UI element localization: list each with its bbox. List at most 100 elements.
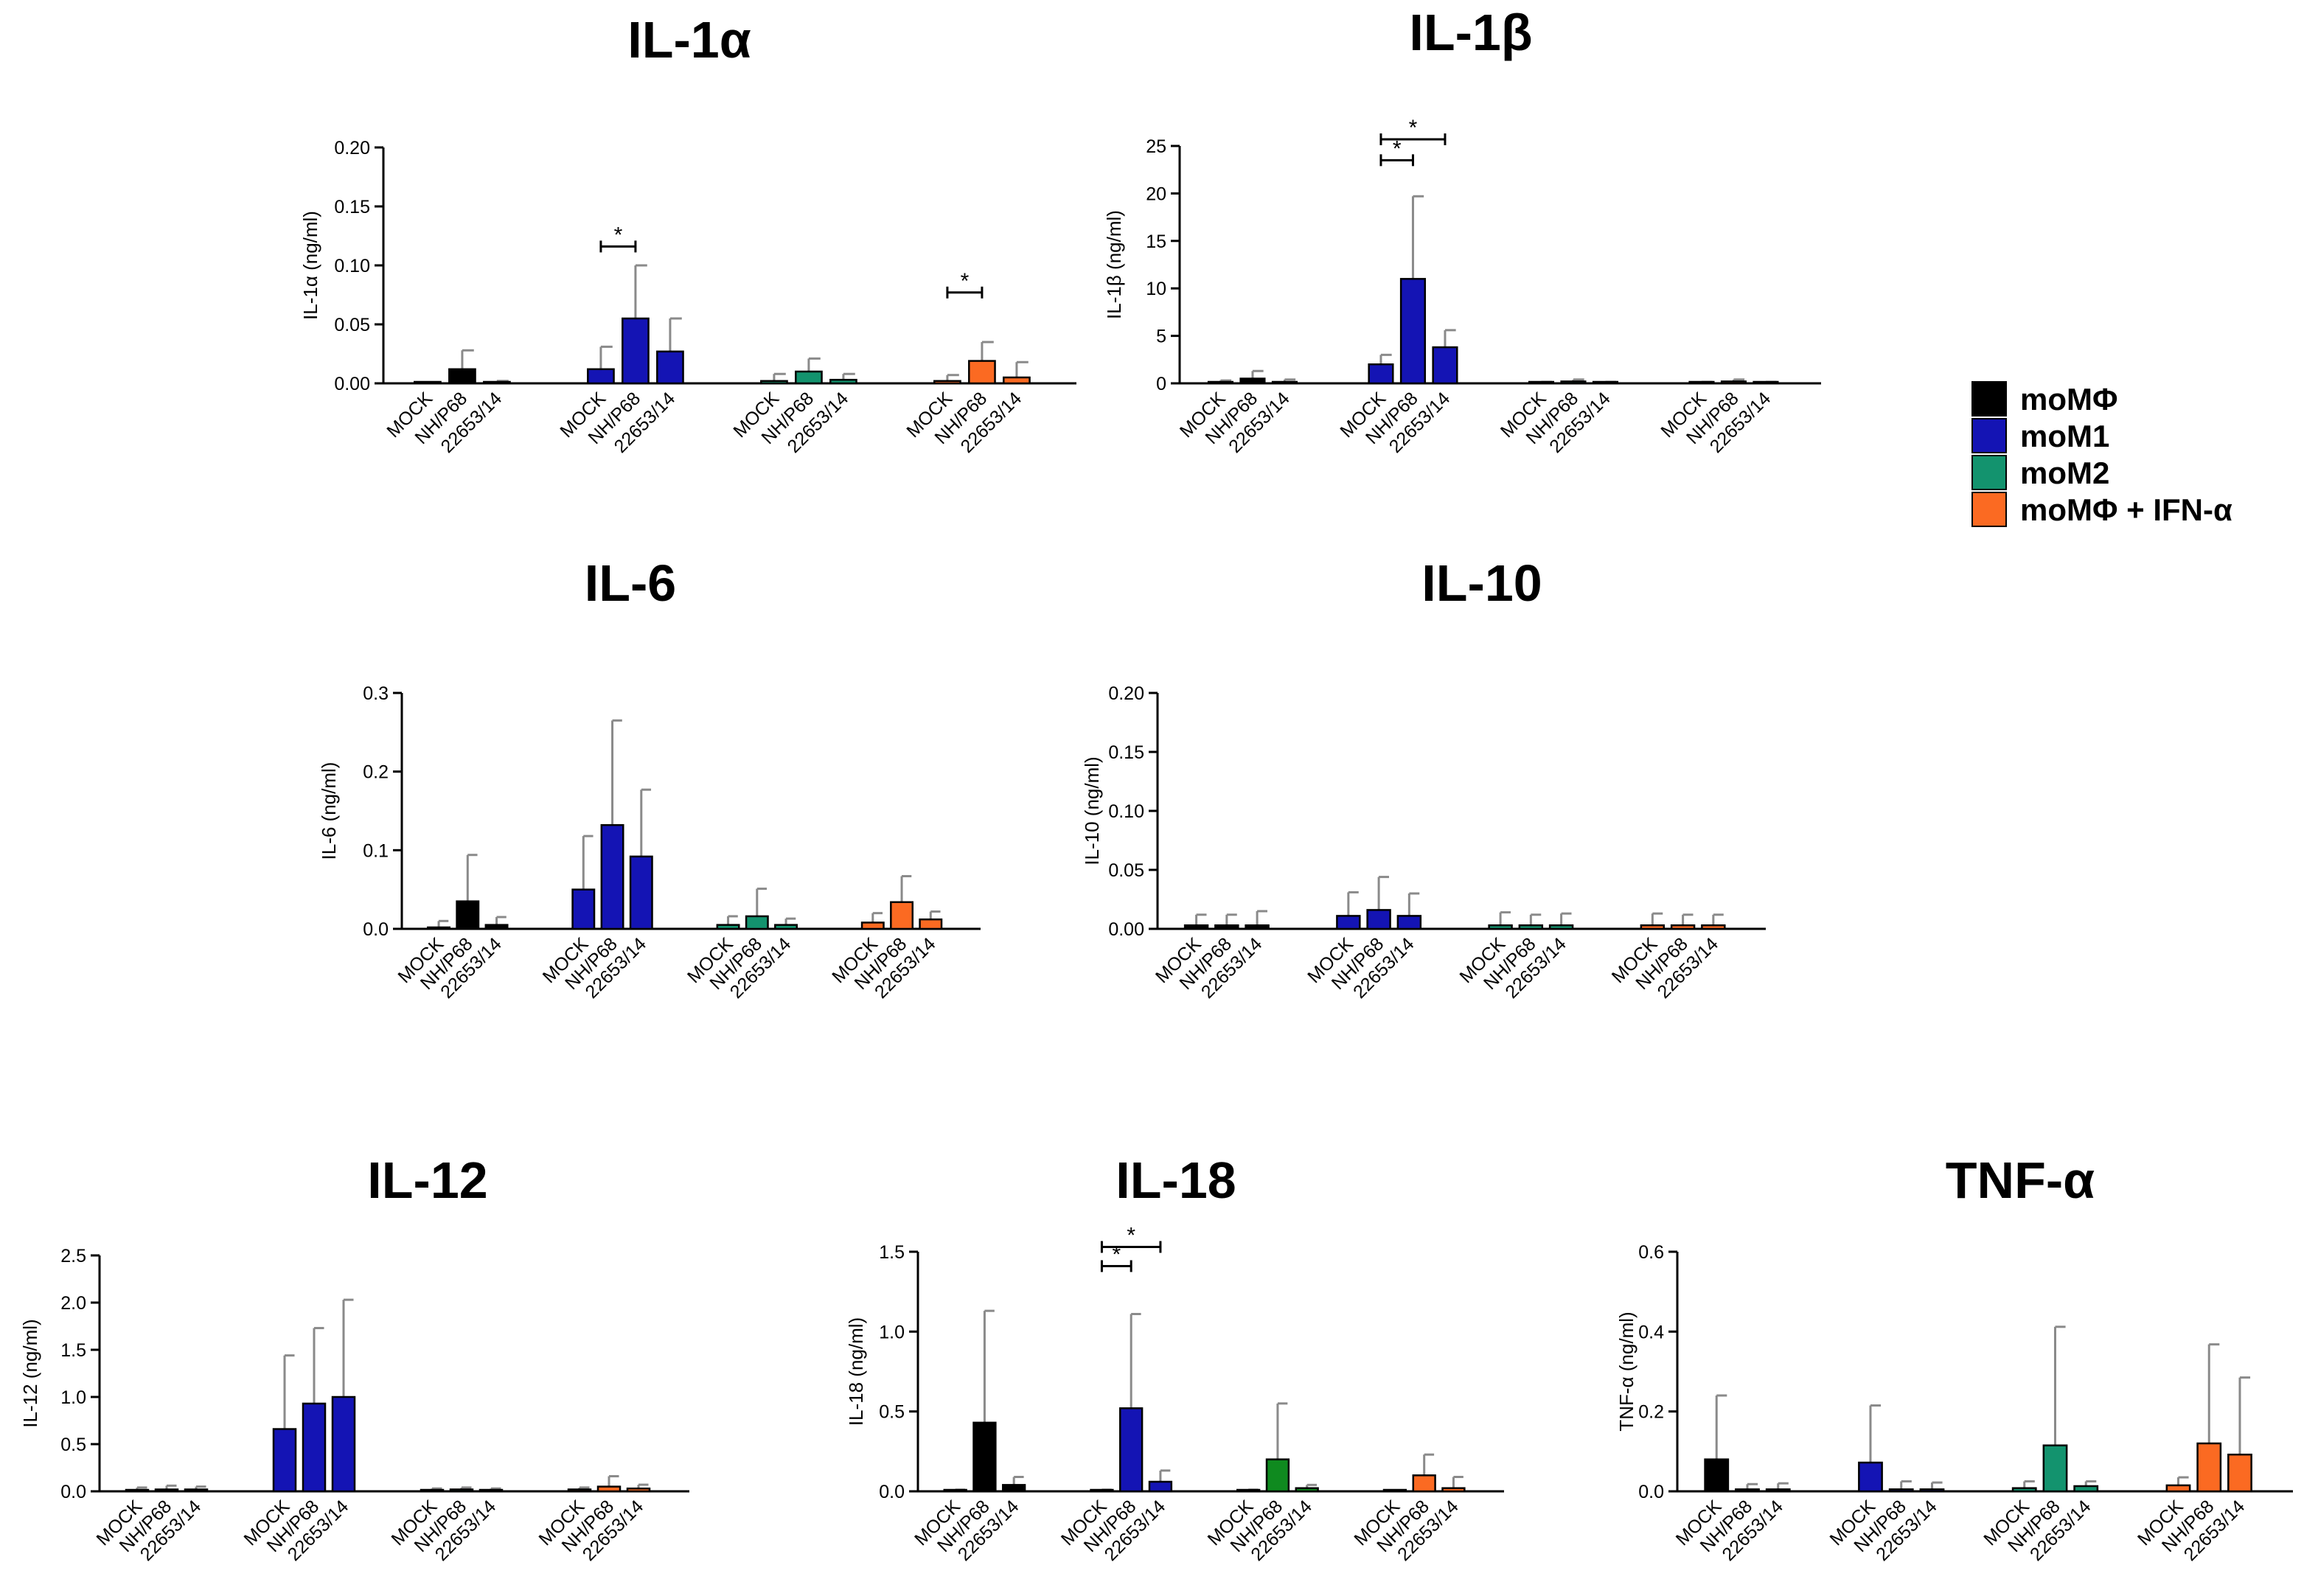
- bar: [629, 855, 653, 930]
- bar: [1560, 380, 1587, 385]
- y-tick-label: 1.5: [879, 1242, 905, 1263]
- y-tick-label: 0.05: [1108, 860, 1144, 881]
- legend-swatch: [1971, 492, 2007, 527]
- bar: [1119, 1407, 1144, 1493]
- bar: [1432, 346, 1458, 385]
- bar: [1919, 1488, 1945, 1493]
- bar: [968, 360, 996, 385]
- bar: [795, 370, 823, 385]
- y-tick-label: 1.5: [60, 1340, 86, 1361]
- bar: [1336, 915, 1361, 930]
- y-tick-label: 0: [1156, 374, 1166, 394]
- bar: [1003, 376, 1031, 385]
- bar: [1368, 363, 1394, 385]
- legend-swatch: [1971, 381, 2007, 417]
- bar: [2042, 1444, 2068, 1493]
- bar: [1858, 1461, 1883, 1493]
- bar: [890, 901, 914, 930]
- bar: [1183, 924, 1209, 930]
- bar: [1488, 924, 1513, 930]
- bar: [933, 380, 961, 385]
- bar: [745, 915, 769, 930]
- y-tick-label: 0.4: [1638, 1322, 1664, 1342]
- chart-title: IL-10: [1421, 554, 1542, 612]
- bar: [427, 926, 451, 930]
- legend-swatch: [1971, 418, 2007, 453]
- bar: [448, 368, 476, 385]
- bar: [420, 1488, 445, 1493]
- bar: [184, 1488, 209, 1493]
- bar: [972, 1421, 997, 1493]
- y-tick-label: 1.0: [879, 1322, 905, 1342]
- bar: [1441, 1487, 1466, 1493]
- y-tick-label: 0.0: [1638, 1482, 1664, 1502]
- y-axis-label: TNF-α (ng/ml): [1615, 1311, 1637, 1431]
- y-tick-label: 0.1: [363, 840, 389, 861]
- y-tick-label: 2.0: [60, 1293, 86, 1314]
- y-tick-label: 0.15: [334, 197, 370, 217]
- y-axis-label: IL-6 (ng/ml): [318, 762, 340, 860]
- bar: [1592, 380, 1619, 385]
- y-axis-label: IL-1β (ng/ml): [1103, 210, 1125, 319]
- bar: [1720, 380, 1747, 385]
- y-axis-label: IL-10 (ng/ml): [1081, 756, 1103, 865]
- bar: [1236, 1488, 1261, 1493]
- chart-title: IL-18: [1116, 1151, 1236, 1209]
- bar: [1412, 1474, 1436, 1493]
- bar: [456, 900, 480, 930]
- legend-label: moM2: [2020, 456, 2109, 490]
- bar: [860, 921, 885, 930]
- bar: [1670, 924, 1696, 930]
- bar: [587, 368, 615, 385]
- bar: [1002, 1484, 1026, 1493]
- bar: [567, 1488, 592, 1493]
- significance-marker: *: [1127, 1224, 1135, 1248]
- bar: [414, 380, 442, 385]
- bar: [1207, 380, 1234, 385]
- bar: [272, 1428, 297, 1493]
- bar: [1640, 924, 1666, 930]
- bar: [943, 1488, 967, 1493]
- bar: [656, 350, 684, 385]
- bar: [1265, 1458, 1290, 1493]
- bar: [484, 924, 509, 930]
- bar: [1271, 380, 1298, 385]
- bar: [596, 1485, 622, 1493]
- bar: [2011, 1487, 2037, 1493]
- bar: [1366, 909, 1391, 930]
- bar: [1765, 1488, 1791, 1493]
- bar: [829, 378, 857, 385]
- y-tick-label: 0.00: [334, 374, 370, 394]
- y-tick-label: 15: [1146, 231, 1166, 252]
- chart-title: IL-1β: [1409, 4, 1532, 61]
- bar: [1399, 278, 1427, 385]
- y-tick-label: 25: [1146, 136, 1166, 157]
- y-tick-label: 0.15: [1108, 742, 1144, 763]
- y-tick-label: 0.3: [363, 683, 389, 704]
- y-axis-label: IL-12 (ng/ml): [19, 1319, 41, 1427]
- bar: [2165, 1484, 2191, 1493]
- bar: [919, 918, 943, 930]
- bar: [716, 924, 740, 930]
- legend-label: moMΦ: [2020, 382, 2117, 417]
- y-axis-label: IL-18 (ng/ml): [845, 1317, 867, 1426]
- bar: [626, 1487, 651, 1493]
- legend-label: moMΦ + IFN-α: [2020, 492, 2232, 527]
- y-tick-label: 0.10: [334, 256, 370, 276]
- bar: [331, 1395, 356, 1493]
- chart-title: IL-1α: [627, 11, 751, 69]
- bar: [1688, 380, 1715, 385]
- bar: [483, 380, 511, 385]
- bar: [1518, 924, 1544, 930]
- bar: [1148, 1480, 1173, 1493]
- bar: [449, 1488, 474, 1493]
- bar: [1753, 380, 1779, 385]
- bar: [1396, 915, 1422, 930]
- bar: [1701, 924, 1726, 930]
